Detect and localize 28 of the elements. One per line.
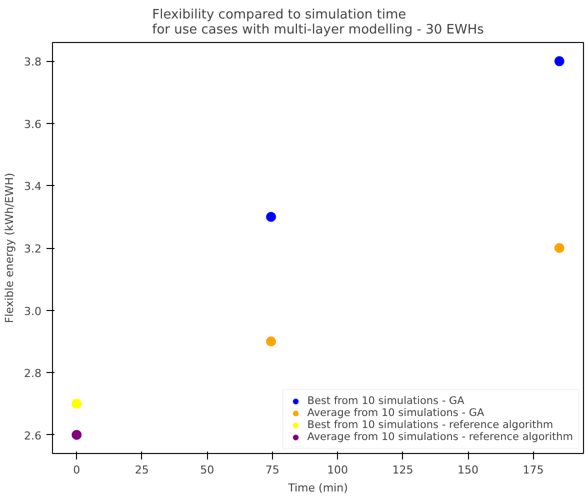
point: [266, 336, 276, 346]
y-tick-label: 3.2: [24, 242, 42, 256]
point: [554, 56, 564, 66]
chart-title: Flexibility compared to simulation time for use cases with multi-layer modelling - 30 EWHs: [152, 8, 484, 38]
y-tick-label: 3.6: [24, 118, 42, 131]
x-tick-label: 75: [265, 464, 280, 476]
point: [72, 398, 82, 409]
point: [554, 243, 564, 253]
legend-label: Average from 10 simulations - GA: [307, 407, 484, 419]
x-tick-label: 25: [134, 464, 149, 476]
y-tick-label: 2.8: [24, 367, 42, 380]
x-tick-label: 125: [392, 464, 414, 476]
x-tick-label: 0: [73, 464, 80, 476]
y-tick-label: 2.6: [24, 429, 42, 442]
x-tick-label: 50: [200, 464, 214, 476]
y-tick-label: 3.8: [24, 56, 42, 69]
legend-label: Best from 10 simulations - GA: [307, 395, 464, 407]
y-axis-title: Flexible energy (kWh/EWH): [3, 172, 16, 324]
x-tick-label: 175: [522, 464, 544, 476]
point: [72, 430, 82, 440]
point: [266, 212, 276, 222]
x-tick-label: 150: [458, 464, 479, 476]
legend-label: Best from 10 simulations - reference algorithm: [307, 419, 554, 431]
y-tick-label: 3.0: [24, 304, 42, 318]
legend-label: Average from 10 simulations - reference algorithm: [307, 431, 573, 443]
x-axis-title: Time (min): [287, 482, 348, 494]
y-tick-label: 3.4: [24, 180, 42, 194]
x-tick-label: 100: [327, 464, 348, 476]
